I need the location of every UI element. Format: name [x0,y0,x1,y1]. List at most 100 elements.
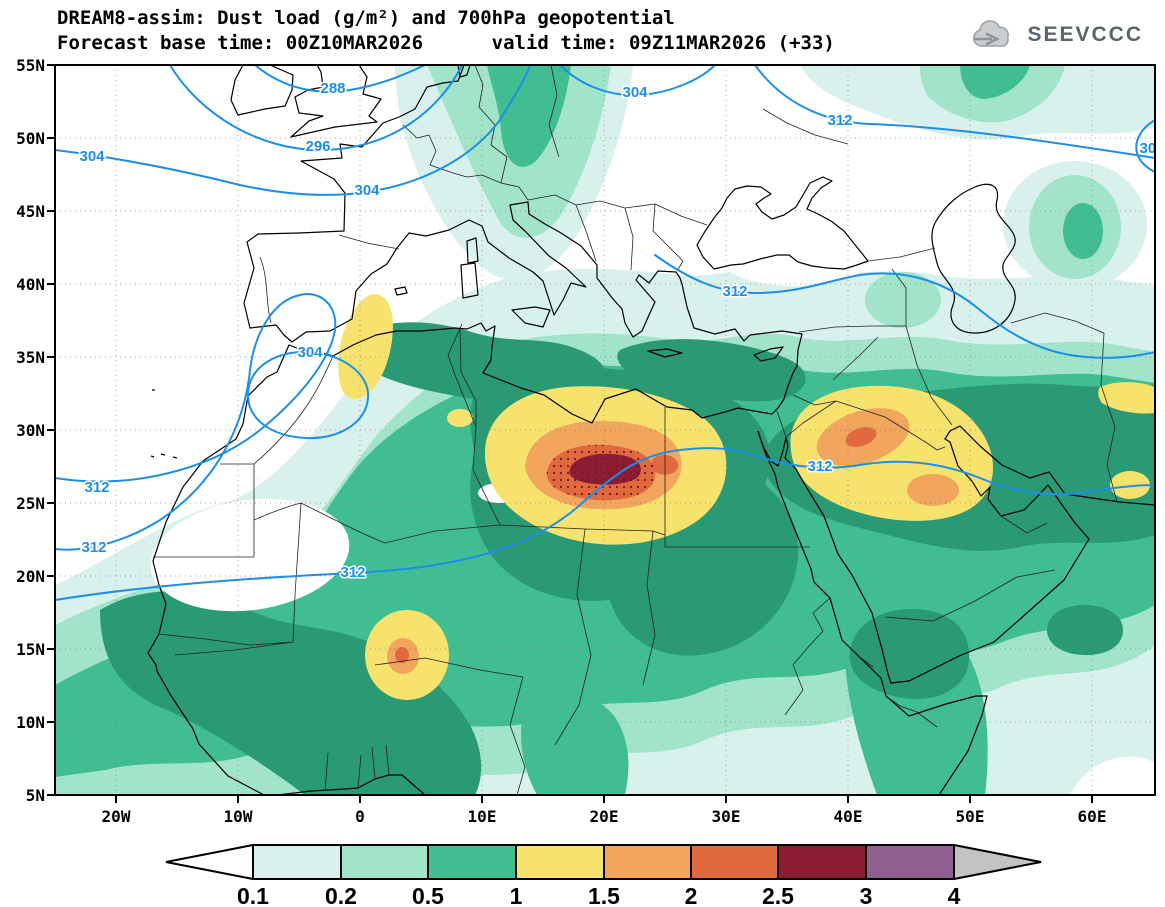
colorbar-segment [603,844,692,880]
dust-region [100,591,482,795]
colorbar-arrow-left [165,843,254,881]
colorbar-segment [690,844,779,880]
contour-288 [254,65,426,93]
lon-label: 20E [590,807,619,826]
graticule-lines [55,65,1155,795]
lon-label: 30E [712,807,741,826]
dust-region [907,474,959,506]
colorbar-segment [252,844,342,880]
coastline-caspian [931,183,1016,334]
coastline-blacksea [696,176,869,270]
geopotential-contours [55,65,1155,601]
contour-312-anatolia [654,254,1155,359]
lon-label: 50E [956,807,985,826]
dust-region [447,409,473,427]
contour-label: 304 [297,344,323,361]
contour-label: 312 [722,283,747,300]
contour-312-loop [55,293,337,551]
colorbar-label: 1 [510,883,523,907]
lon-label: 60E [1078,807,1107,826]
clear-region [1070,756,1155,795]
contour-label: 304 [622,84,648,101]
graticule [55,65,1155,795]
clear-region [715,220,875,286]
plot-title: DREAM8-assim: Dust load (g/m²) and 700hP… [57,7,675,29]
lat-label: 35N [16,348,45,367]
clear-region [149,208,332,354]
colorbar-label: 3 [860,883,873,907]
contour-label: 288 [320,80,345,97]
colorbar-label: 2.5 [762,883,794,907]
country-borders [153,65,1118,795]
lat-label: 55N [16,56,45,75]
colorbar-segment [340,844,429,880]
coastline-europe-africa [147,122,803,795]
coastline-ireland [230,65,294,116]
dust-region [651,454,679,475]
dust-region [1110,471,1150,499]
lat-label: 20N [16,567,45,586]
dust-region [521,693,629,795]
dust-region [1063,203,1103,259]
coastline-islands [394,237,784,362]
lat-label: 10N [16,713,45,732]
lat-label: 45N [16,202,45,221]
contour-label: 312 [81,539,106,556]
contour-value-labels: 288 296 304 304 304 312 304 304 312 312 … [78,79,1165,583]
plot-titles: DREAM8-assim: Dust load (g/m²) and 700hP… [57,6,835,56]
colorbar-label: 2 [685,883,698,907]
contour-312-main [55,447,1155,601]
coastline-arabia [757,429,1090,684]
lon-label: 10E [468,807,497,826]
dust-region [1098,382,1155,414]
lon-label: 20W [102,807,131,826]
contour-304-east [1135,119,1155,173]
contour-304-low [246,350,370,440]
dust-region [1047,605,1123,656]
lat-label: 50N [16,129,45,148]
colorbar-label: 0.5 [412,883,444,907]
seevccc-logo-text: SEEVCCC [1027,23,1143,46]
contour-304-mid [559,65,716,97]
lat-label: 40N [16,275,45,294]
dust-region [865,272,941,328]
lat-label: 25N [16,494,45,513]
dust-core-stipple [546,444,656,501]
colorbar: 0.1 0.2 0.5 1 1.5 2 2.5 3 4 [165,843,1042,907]
lon-label: 10W [224,807,253,826]
lon-label: 40E [834,807,863,826]
contour-label: 312 [807,458,832,475]
colorbar-labels: 0.1 0.2 0.5 1 1.5 2 2.5 3 4 [237,883,961,907]
contour-304-west [55,65,531,197]
colorbar-segment [865,844,955,880]
borders-africa [153,323,938,795]
colorbar-label: 0.1 [237,883,269,907]
lat-axis-labels: 55N 50N 45N 40N 35N 30N 25N 20N 15N 10N … [16,56,45,805]
borders-mideast [776,247,1118,622]
dust-region [338,294,393,399]
contour-label: 296 [305,138,330,155]
lon-ticks [115,795,1093,803]
colorbar-arrow-right [953,843,1042,881]
coastline-atlantic-islands [150,389,178,459]
contour-312-northeast [754,65,1155,159]
dust-region [395,647,409,663]
seevccc-cloud-icon [973,20,1010,47]
seevccc-logo: SEEVCCC [968,18,1143,52]
contour-296 [169,65,463,152]
colorbar-label: 0.2 [325,883,357,907]
contour-label: 304 [1139,140,1165,157]
colorbar-segment [427,844,517,880]
colorbar-segment [777,844,867,880]
plot-subtitle: Forecast base time: 00Z10MAR2026 valid t… [57,32,835,54]
lat-label: 15N [16,640,45,659]
lat-label: 5N [26,786,45,805]
dust-region [487,65,571,167]
dust-region [960,65,1030,99]
coastline-redsea-africa [757,430,988,795]
coastline-iran-gulf [951,425,1155,506]
colorbar-label: 4 [948,883,961,907]
contour-label: 304 [79,148,105,165]
lat-ticks [47,64,55,796]
